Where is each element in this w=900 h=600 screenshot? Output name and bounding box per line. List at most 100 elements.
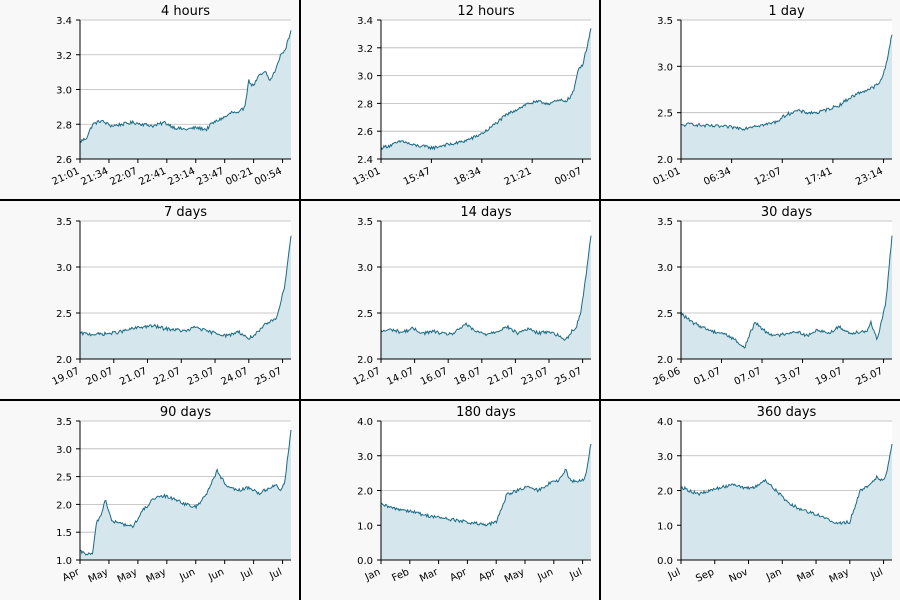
y-tick-label: 3.0 xyxy=(357,263,373,274)
x-tick-label: 00:54 xyxy=(253,166,284,188)
chart-panel-9: 360 days 0.0 1.0 2.0 3.0 4.0 Jul Sep Nov Jan Mar Ma… xyxy=(601,401,900,600)
y-tick-label: 3.5 xyxy=(357,217,373,228)
x-tick-label: Jan xyxy=(363,567,383,584)
x-tick-label: Apr xyxy=(61,566,82,584)
y-tick-label: 2.0 xyxy=(657,355,673,366)
series-area xyxy=(80,30,291,160)
y-tick-label: 3.5 xyxy=(657,16,673,27)
chart-svg-7: 90 days 1.0 1.5 2.0 2.5 3.0 3.5 Apr May May May Jun… xyxy=(56,405,292,586)
y-tick-label: 3.4 xyxy=(56,16,72,27)
x-tick-label: 13.07 xyxy=(773,366,804,388)
x-tick-label: 06:34 xyxy=(702,166,733,188)
x-tick-label: 21:21 xyxy=(503,166,534,188)
y-tick-label: 1.0 xyxy=(56,556,72,567)
y-tick-label: 4.0 xyxy=(657,417,673,428)
y-tick-label: 3.0 xyxy=(56,263,72,274)
series-line xyxy=(380,28,592,151)
x-tick-label: 21.07 xyxy=(118,366,149,388)
y-tick-label: 2.5 xyxy=(657,309,673,320)
chart-panel-3: 1 day 2.0 2.5 3.0 3.5 01:01 06:34 12:07 17:41 23:… xyxy=(601,0,900,199)
y-tick-label: 2.0 xyxy=(56,355,72,366)
series-line xyxy=(680,443,893,526)
x-tick-label: Jul xyxy=(267,567,284,582)
series-line xyxy=(680,34,893,131)
x-tick-label: Jun xyxy=(535,567,555,584)
y-tick-label: 2.5 xyxy=(657,109,673,120)
y-tick-label: 2.0 xyxy=(657,487,673,498)
chart-svg-4: 7 days 2.0 2.5 3.0 3.5 19.07 20.07 21.07 22.07 23… xyxy=(51,205,292,388)
y-tick-label: 3.5 xyxy=(657,217,673,228)
y-tick-label: 2.0 xyxy=(56,500,72,511)
chart-panel-7: 90 days 1.0 1.5 2.0 2.5 3.0 3.5 Apr May May May Jun… xyxy=(0,401,299,600)
chart-panel-8: 180 days 0.0 1.0 2.0 3.0 4.0 Jan Feb Mar Apr Apr Ma… xyxy=(301,401,599,600)
y-tick-label: 3.2 xyxy=(56,51,72,62)
y-tick-label: 3.4 xyxy=(357,16,373,27)
x-tick-label: 21:01 xyxy=(50,166,81,188)
x-tick-label: 23.07 xyxy=(186,366,217,388)
x-tick-label: 25.07 xyxy=(854,366,885,388)
x-tick-label: 22:07 xyxy=(108,166,139,188)
x-tick-label: Mar xyxy=(796,566,819,584)
y-tick-label: 3.0 xyxy=(357,72,373,83)
y-tick-label: 3.5 xyxy=(56,417,72,428)
x-tick-label: Jan xyxy=(764,567,784,584)
y-tick-label: 3.0 xyxy=(357,452,373,463)
chart-svg-1: 4 hours 2.6 2.8 3.0 3.2 3.4 21:0121:3422:0722:… xyxy=(50,4,292,188)
x-tick-label: 21.07 xyxy=(486,366,517,388)
x-tick-label: Jul xyxy=(666,567,683,582)
x-tick-label: Apr xyxy=(448,566,469,584)
x-tick-label: 23.07 xyxy=(520,366,551,388)
series-line xyxy=(380,235,592,342)
y-tick-label: 2.5 xyxy=(56,309,72,320)
chart-title: 4 hours xyxy=(161,4,210,19)
chart-svg-8: 180 days 0.0 1.0 2.0 3.0 4.0 Jan Feb Mar Apr Apr Ma… xyxy=(357,405,592,586)
series-area xyxy=(381,28,591,159)
x-tick-label: 19.07 xyxy=(814,366,845,388)
x-tick-label: 18.07 xyxy=(452,366,483,388)
y-tick-label: 3.0 xyxy=(657,62,673,73)
x-tick-label: Jun xyxy=(177,567,197,584)
series-area xyxy=(681,235,892,359)
chart-panel-5: 14 days 2.0 2.5 3.0 3.5 12.07 14.07 16.07 18.07 2… xyxy=(301,201,599,399)
series-area xyxy=(381,235,591,359)
x-tick-label: May xyxy=(503,567,526,586)
x-tick-label: Feb xyxy=(390,567,411,584)
series-line xyxy=(79,30,292,144)
x-tick-label: 12.07 xyxy=(352,366,383,388)
x-tick-label: 21:34 xyxy=(79,166,110,188)
chart-svg-6: 30 days 2.0 2.5 3.0 3.5 26.06 01.07 07.07 13.07 1… xyxy=(652,205,893,388)
y-tick-label: 0.0 xyxy=(657,556,673,567)
series-area xyxy=(381,443,591,560)
y-tick-label: 2.5 xyxy=(357,309,373,320)
y-tick-label: 3.0 xyxy=(56,445,72,456)
chart-panel-4: 7 days 2.0 2.5 3.0 3.5 19.07 20.07 21.07 22.07 23… xyxy=(0,201,299,399)
chart-panel-1: 4 hours 2.6 2.8 3.0 3.2 3.4 21:01 21:34 22:07 22:… xyxy=(0,0,299,199)
y-tick-label: 3.2 xyxy=(357,44,373,55)
y-tick-label: 2.5 xyxy=(56,473,72,484)
chart-title: 14 days xyxy=(460,205,512,220)
y-tick-label: 2.0 xyxy=(357,487,373,498)
x-tick-label: 20.07 xyxy=(84,366,115,388)
y-tick-label: 1.0 xyxy=(657,521,673,532)
x-tick-label: 07.07 xyxy=(733,366,764,388)
chart-panel-2: 12 hours 2.4 2.6 2.8 3.0 3.2 3.4 13:01 15:47 18:3… xyxy=(301,0,599,199)
x-tick-label: Jul xyxy=(868,567,885,582)
x-tick-label: 23:47 xyxy=(195,166,226,188)
y-tick-label: 2.0 xyxy=(657,155,673,166)
x-tick-label: 19.07 xyxy=(51,366,82,388)
x-tick-label: May xyxy=(828,567,851,586)
x-tick-label: Mar xyxy=(418,566,441,584)
chart-svg-9: 360 days 0.0 1.0 2.0 3.0 4.0 Jul Sep Nov Jan Mar Ma… xyxy=(657,405,893,586)
y-tick-label: 1.0 xyxy=(357,521,373,532)
y-tick-label: 2.4 xyxy=(357,155,373,166)
y-tick-label: 2.6 xyxy=(56,155,72,166)
x-tick-label: May xyxy=(116,567,139,586)
chart-svg-3: 1 day 2.0 2.5 3.0 3.5 01:01 06:34 12:07 17:41 23:… xyxy=(651,4,893,188)
x-tick-label: 24.07 xyxy=(219,366,250,388)
chart-title: 90 days xyxy=(160,405,212,420)
y-tick-label: 2.0 xyxy=(357,355,373,366)
chart-title: 180 days xyxy=(456,405,516,420)
y-tick-label: 2.8 xyxy=(56,120,72,131)
x-tick-label: Apr xyxy=(477,566,498,584)
